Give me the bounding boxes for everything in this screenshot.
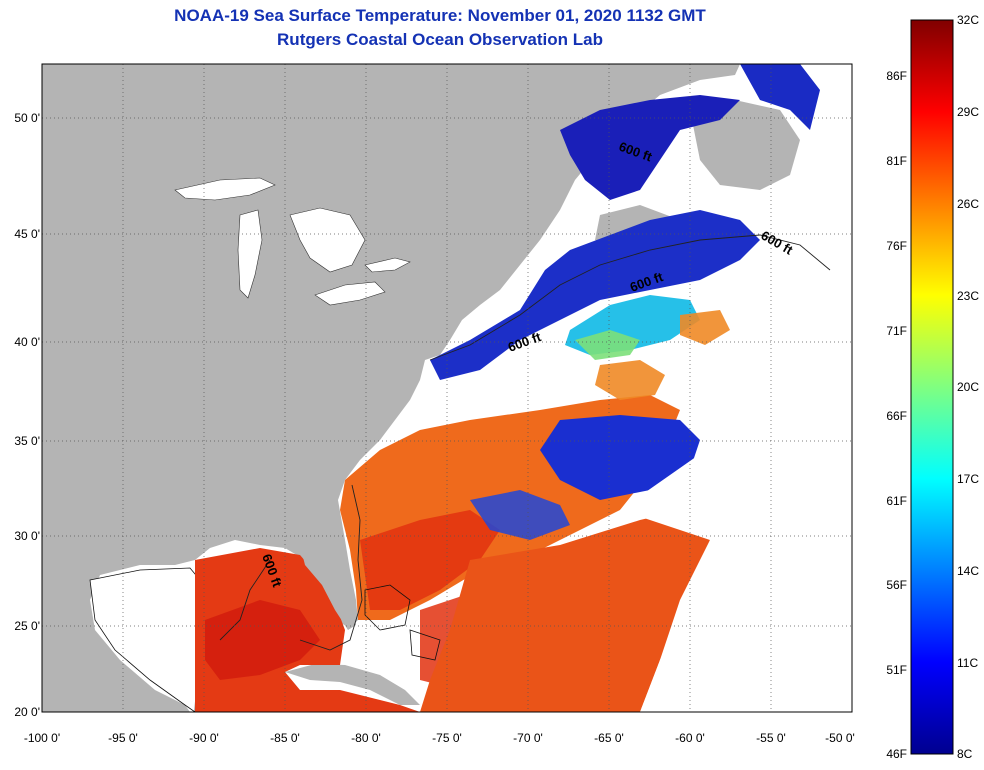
latitude-labels: 50 0' 45 0' 40 0' 35 0' 30 0' 25 0' 20 0… (14, 111, 40, 719)
cb-c-label: 17C (957, 472, 979, 486)
sst-gulf-st-lawrence (560, 95, 740, 200)
lat-label: 35 0' (14, 434, 40, 448)
colorbar-celsius-labels: 32C 29C 26C 23C 20C 17C 14C 11C 8C (957, 13, 979, 761)
bahamas-banks (364, 584, 441, 661)
cb-f-label: 86F (886, 69, 907, 83)
cb-f-label: 66F (886, 409, 907, 423)
cb-f-label: 61F (886, 494, 907, 508)
depth-contour (219, 234, 831, 651)
lon-label: -70 0' (513, 731, 543, 745)
cb-c-label: 8C (957, 747, 973, 761)
great-lakes (174, 177, 411, 306)
cuba-land (285, 664, 420, 705)
atlantic-cloud (620, 330, 852, 712)
sst-eddy-orange (595, 310, 730, 400)
cb-f-label: 56F (886, 578, 907, 592)
map-frame (41, 63, 853, 713)
sst-labrador-cold (740, 64, 820, 130)
lat-label: 45 0' (14, 227, 40, 241)
lon-label: -60 0' (675, 731, 705, 745)
lon-label: -55 0' (756, 731, 786, 745)
map-grid (42, 64, 852, 712)
sst-gulf-red (205, 600, 320, 680)
sst-cold-patch (540, 415, 700, 500)
lat-label: 25 0' (14, 619, 40, 633)
lat-label: 40 0' (14, 335, 40, 349)
lat-label: 30 0' (14, 529, 40, 543)
lat-label: 50 0' (14, 111, 40, 125)
cb-c-label: 14C (957, 564, 979, 578)
gulf-cloud (89, 567, 201, 712)
cb-c-label: 26C (957, 197, 979, 211)
cb-f-label: 46F (886, 747, 907, 761)
lon-label: -90 0' (189, 731, 219, 745)
sst-cold-patch-2 (470, 490, 570, 540)
cb-c-label: 20C (957, 380, 979, 394)
lon-label: -65 0' (594, 731, 624, 745)
cb-f-label: 76F (886, 239, 907, 253)
sst-northeast-cold (430, 210, 760, 380)
lat-label: 20 0' (14, 705, 40, 719)
map-title: NOAA-19 Sea Surface Temperature: Novembe… (174, 6, 706, 25)
florida-land (300, 540, 356, 630)
sst-slope-green (575, 330, 640, 360)
lon-label: -85 0' (270, 731, 300, 745)
lon-label: -100 0' (24, 731, 60, 745)
cb-f-label: 81F (886, 154, 907, 168)
longitude-labels: -100 0' -95 0' -90 0' -85 0' -80 0' -75 … (24, 731, 855, 745)
sst-south-atlantic (420, 505, 710, 712)
cb-f-label: 51F (886, 663, 907, 677)
lon-label: -75 0' (432, 731, 462, 745)
cb-c-label: 29C (957, 105, 979, 119)
lon-label: -80 0' (351, 731, 381, 745)
lon-label: -50 0' (825, 731, 855, 745)
north-america-land (42, 64, 740, 712)
cb-f-label: 71F (886, 324, 907, 338)
colorbar (910, 19, 954, 755)
cb-c-label: 32C (957, 13, 979, 27)
newfoundland-land (690, 100, 800, 190)
cb-c-label: 11C (957, 656, 978, 670)
colorbar-fahrenheit-labels: 86F 81F 76F 71F 66F 61F 56F 51F 46F (886, 69, 907, 761)
lon-label: -95 0' (108, 731, 138, 745)
cb-c-label: 23C (957, 289, 979, 303)
map-subtitle: Rutgers Coastal Ocean Observation Lab (277, 30, 603, 49)
